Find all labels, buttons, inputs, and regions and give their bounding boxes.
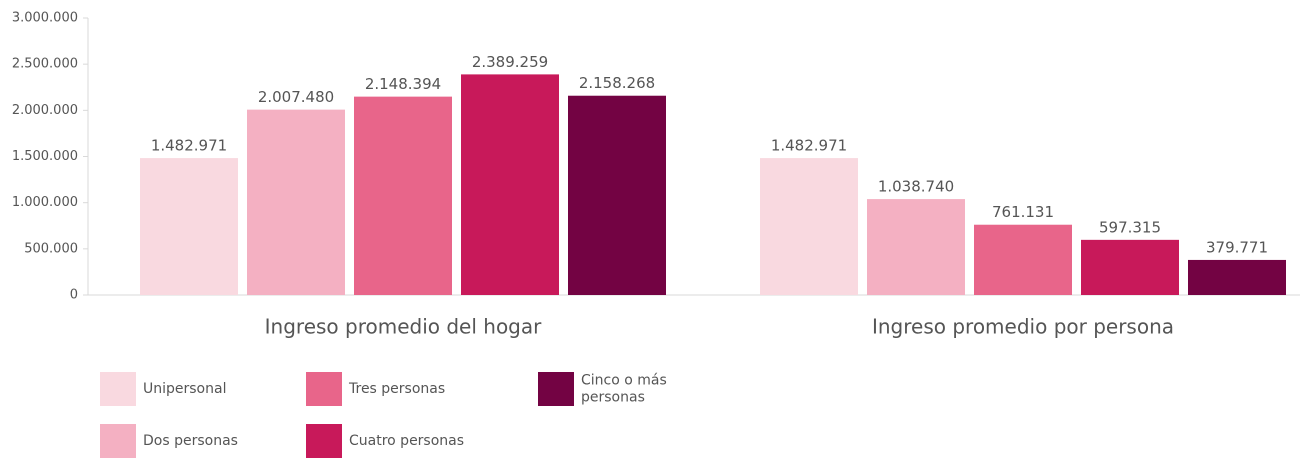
legend-label: Tres personas [348, 381, 445, 397]
y-tick-label: 500.000 [24, 241, 78, 256]
legend-label: Unipersonal [143, 381, 226, 397]
bar [247, 109, 345, 296]
bar [1081, 239, 1179, 295]
y-tick-label: 1.500.000 [12, 149, 78, 164]
value-label: 2.389.259 [472, 53, 548, 71]
value-label: 1.038.740 [878, 178, 954, 196]
bar [974, 224, 1072, 295]
value-label: 761.131 [992, 203, 1054, 221]
y-tick-label: 2.500.000 [12, 57, 78, 72]
y-tick-label: 1.000.000 [12, 195, 78, 210]
legend-swatch [100, 424, 136, 458]
legend-swatch [538, 372, 574, 406]
value-label: 2.158.268 [579, 74, 655, 92]
bar [461, 74, 559, 295]
y-tick-label: 3.000.000 [12, 11, 78, 26]
bar [568, 95, 666, 295]
bar [354, 96, 452, 295]
bar [867, 199, 965, 295]
legend-swatch [306, 372, 342, 406]
legend-label: Dos personas [143, 433, 238, 449]
x-tick-label: Ingreso promedio por persona [872, 315, 1174, 339]
legend-label-line: Cinco o más [581, 373, 667, 389]
bar [1188, 259, 1286, 295]
legend-label: Cinco o más personas [581, 373, 667, 406]
y-tick-label: 0 [70, 288, 78, 303]
x-tick-label: Ingreso promedio del hogar [265, 315, 542, 339]
value-label: 379.771 [1206, 238, 1268, 256]
value-label: 1.482.971 [771, 137, 847, 155]
legend-swatch [100, 372, 136, 406]
legend-label: Cuatro personas [349, 433, 464, 449]
legend-label-line: personas [581, 390, 645, 406]
bar [140, 158, 238, 295]
bar [760, 158, 858, 295]
value-label: 1.482.971 [151, 137, 227, 155]
y-tick-label: 2.000.000 [12, 103, 78, 118]
legend-swatch [306, 424, 342, 458]
value-label: 2.007.480 [258, 88, 334, 106]
value-label: 2.148.394 [365, 75, 441, 93]
value-label: 597.315 [1099, 218, 1161, 236]
